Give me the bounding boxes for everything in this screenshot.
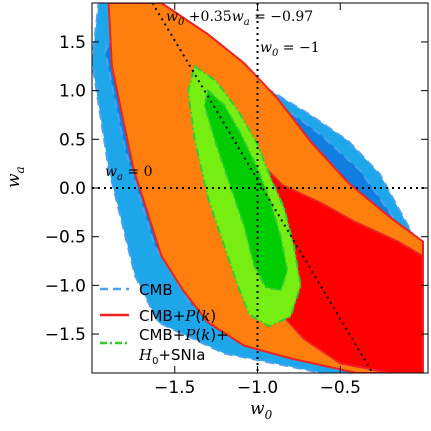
x-tick-label: −0.5 xyxy=(320,378,361,398)
y-tick-label: 1.0 xyxy=(59,82,86,102)
legend-label-cmb-pk: CMB+P(k) xyxy=(139,307,216,325)
x-tick-label: −1.5 xyxy=(154,378,195,398)
y-tick-label: −0.5 xyxy=(45,228,86,248)
reference-lines xyxy=(92,3,428,373)
contour-line-s2-level2 xyxy=(203,88,289,292)
annotation-w0: w0 = −1 xyxy=(260,40,320,59)
annotation-wa: wa = 0 xyxy=(105,164,153,183)
y-tick-label: 0.0 xyxy=(59,179,86,199)
y-tick-label: 1.5 xyxy=(59,33,86,53)
legend: CMB CMB+P(k) CMB+P(k)+ H0+SNIa xyxy=(100,281,229,367)
y-tick-label: −1.5 xyxy=(45,325,86,345)
annotation-diagonal: w0 +0.35wa = −0.97 xyxy=(166,9,313,28)
contour-line-s0-level2 xyxy=(104,3,424,373)
x-axis-label: w0 xyxy=(250,399,273,422)
y-tick-label: 0.5 xyxy=(59,130,86,150)
contour-line-s1-level1 xyxy=(107,3,424,373)
y-tick-label: −1.0 xyxy=(45,276,86,296)
legend-label-cmb-pk-h0-sn-line1: CMB+P(k)+ xyxy=(139,326,229,344)
axis-ticks: −1.5 −1.0 −0.5 1.5 1.0 0.5 0.0 −0.5 −1.0 −1.5 xyxy=(45,3,428,398)
contour-layer xyxy=(92,3,424,373)
legend-label-cmb: CMB xyxy=(139,281,173,299)
x-tick-label: −1.0 xyxy=(237,378,278,398)
y-axis-label: wa xyxy=(4,166,27,188)
legend-label-cmb-pk-h0-sn-line2: H0+SNIa xyxy=(138,346,205,367)
contour-fill-s2-level2 xyxy=(204,90,288,291)
